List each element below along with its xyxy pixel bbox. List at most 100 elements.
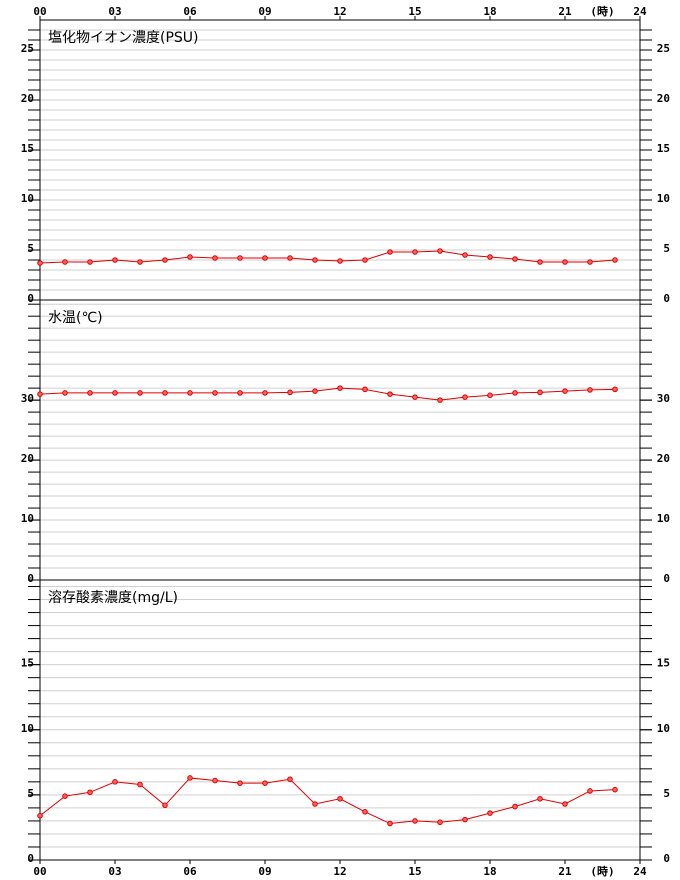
- x-tick-label: 00: [33, 865, 46, 878]
- data-point: [387, 391, 393, 397]
- data-point: [37, 812, 43, 819]
- data-point: [337, 258, 343, 264]
- y-tick-label: 20: [21, 452, 34, 465]
- y2-tick-label: 5: [663, 787, 670, 800]
- data-point: [112, 779, 118, 785]
- data-point: [312, 388, 318, 394]
- data-point: [162, 390, 168, 396]
- data-point: [387, 820, 393, 827]
- x-tick-label: 06: [183, 865, 197, 878]
- x-tick-label: 15: [408, 5, 421, 18]
- data-point: [312, 257, 318, 263]
- data-point: [37, 391, 43, 397]
- data-point: [537, 795, 543, 802]
- y2-tick-label: 0: [663, 852, 670, 865]
- data-point: [362, 386, 368, 393]
- data-point: [187, 254, 193, 260]
- y-tick-label: 5: [27, 242, 34, 255]
- data-point: [587, 788, 593, 794]
- data-point: [162, 257, 168, 263]
- data-point: [387, 249, 393, 255]
- data-point: [337, 795, 343, 802]
- data-point: [587, 387, 593, 393]
- x-tick-label: 24: [633, 5, 647, 18]
- data-point: [612, 786, 618, 793]
- data-point: [187, 775, 193, 781]
- series-line: [39, 250, 616, 264]
- data-point: [562, 801, 568, 807]
- data-point: [187, 390, 193, 396]
- data-point: [512, 390, 518, 396]
- y-tick-label: 0: [27, 852, 34, 865]
- y-tick-label: 10: [21, 512, 34, 525]
- data-point: [612, 257, 618, 263]
- y2-tick-label: 15: [657, 657, 670, 670]
- x-tick-label: 03: [108, 865, 121, 878]
- data-point: [87, 259, 93, 265]
- data-point: [462, 394, 468, 400]
- data-point: [287, 776, 293, 783]
- y-tick-label: 0: [27, 292, 34, 305]
- x-tick-label: 09: [258, 865, 271, 878]
- data-point: [62, 259, 68, 265]
- x-tick-label: 00: [33, 5, 46, 18]
- x-tick-label: 15: [408, 865, 421, 878]
- data-point: [312, 801, 318, 807]
- data-point: [62, 390, 68, 396]
- plot-frame: [39, 579, 641, 861]
- x-axis-label: (時): [590, 4, 614, 18]
- y2-tick-label: 20: [657, 92, 670, 105]
- data-point: [112, 257, 118, 263]
- data-point: [237, 780, 243, 786]
- data-point: [287, 255, 293, 261]
- data-point: [587, 259, 593, 265]
- data-point: [412, 249, 418, 255]
- data-point: [562, 388, 568, 394]
- data-point: [512, 803, 518, 810]
- data-point: [212, 390, 218, 396]
- y2-tick-label: 0: [663, 292, 670, 305]
- data-point: [287, 389, 293, 396]
- data-point: [137, 259, 143, 265]
- y-tick-label: 15: [21, 142, 34, 155]
- x-tick-label: 21: [558, 5, 572, 18]
- y-tick-label: 25: [21, 42, 34, 55]
- panel-title: 水温(℃): [48, 310, 103, 326]
- y2-tick-label: 15: [657, 142, 670, 155]
- series-line: [39, 777, 616, 825]
- data-point: [162, 802, 168, 809]
- x-tick-label: 09: [258, 5, 271, 18]
- data-point: [487, 810, 493, 816]
- data-point: [487, 254, 493, 260]
- y2-tick-label: 5: [663, 242, 670, 255]
- data-point: [137, 390, 143, 396]
- x-tick-label: 18: [483, 865, 496, 878]
- panel-title: 塩化物イオン濃度(PSU): [48, 30, 199, 46]
- data-point: [462, 252, 468, 258]
- data-point: [512, 256, 518, 262]
- data-point: [537, 259, 543, 265]
- y2-tick-label: 20: [657, 452, 670, 465]
- data-point: [237, 255, 243, 261]
- x-tick-label: 12: [333, 865, 346, 878]
- x-tick-label: 18: [483, 5, 496, 18]
- data-point: [562, 259, 568, 265]
- data-point: [87, 390, 93, 396]
- data-point: [487, 392, 493, 399]
- plot-frame: [39, 299, 641, 581]
- data-point: [412, 394, 418, 400]
- y2-tick-label: 30: [657, 392, 670, 405]
- y-tick-label: 20: [21, 92, 34, 105]
- y-tick-label: 15: [21, 657, 34, 670]
- y2-tick-label: 25: [657, 42, 670, 55]
- data-point: [412, 818, 418, 824]
- data-point: [462, 816, 468, 823]
- data-point: [612, 386, 618, 393]
- data-point: [137, 781, 143, 788]
- x-tick-label: 06: [183, 5, 197, 18]
- data-point: [112, 390, 118, 396]
- x-tick-label: 12: [333, 5, 346, 18]
- y-tick-label: 10: [21, 722, 34, 735]
- data-point: [212, 777, 218, 784]
